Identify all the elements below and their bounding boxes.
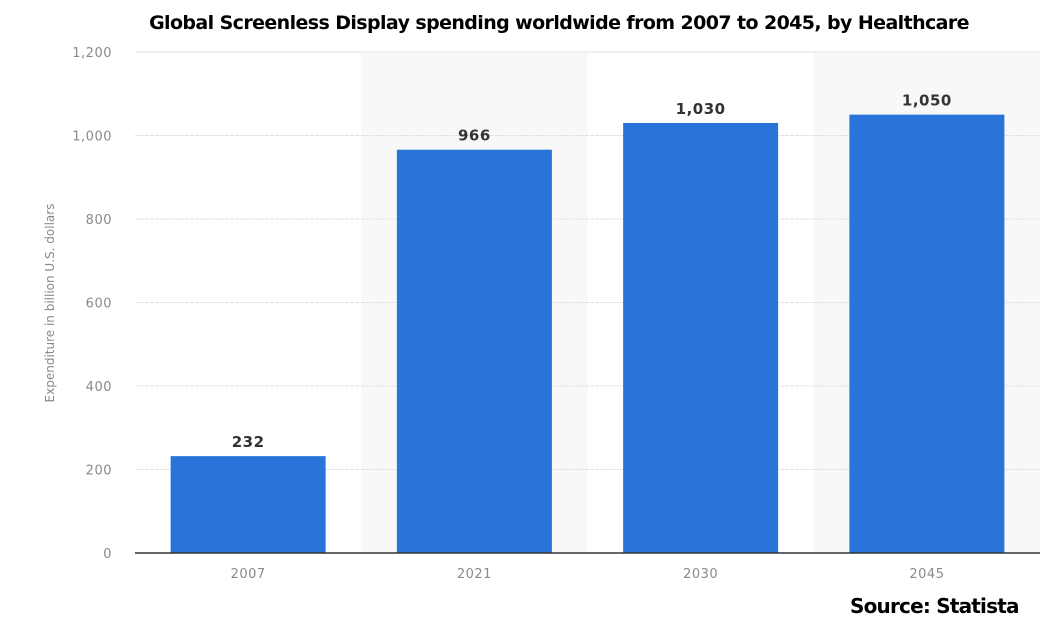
y-tick-label: 800 — [86, 213, 112, 228]
x-tick-label: 2045 — [909, 567, 944, 582]
y-tick-label: 1,000 — [72, 130, 112, 145]
x-tick-label: 2007 — [231, 567, 266, 582]
data-label: 232 — [232, 433, 265, 451]
chart-title: Global Screenless Display spending world… — [149, 12, 969, 34]
data-label: 1,050 — [902, 92, 952, 110]
y-tick-label: 600 — [86, 297, 112, 312]
y-tick-label: 400 — [86, 380, 112, 395]
data-label: 1,030 — [676, 100, 726, 118]
x-tick-label: 2021 — [457, 567, 492, 582]
bar-2021 — [396, 149, 552, 553]
source-note: Source: Statista — [850, 594, 1019, 618]
y-tick-label: 0 — [103, 547, 112, 562]
y-tick-label: 1,200 — [72, 46, 112, 61]
y-tick-label: 200 — [86, 464, 112, 479]
x-tick-label: 2030 — [683, 567, 718, 582]
bar-2007 — [170, 456, 326, 553]
bar-2030 — [623, 122, 779, 553]
bar-2045 — [849, 114, 1005, 553]
data-label: 966 — [458, 127, 491, 145]
y-axis-label: Expenditure in billion U.S. dollars — [43, 204, 57, 403]
